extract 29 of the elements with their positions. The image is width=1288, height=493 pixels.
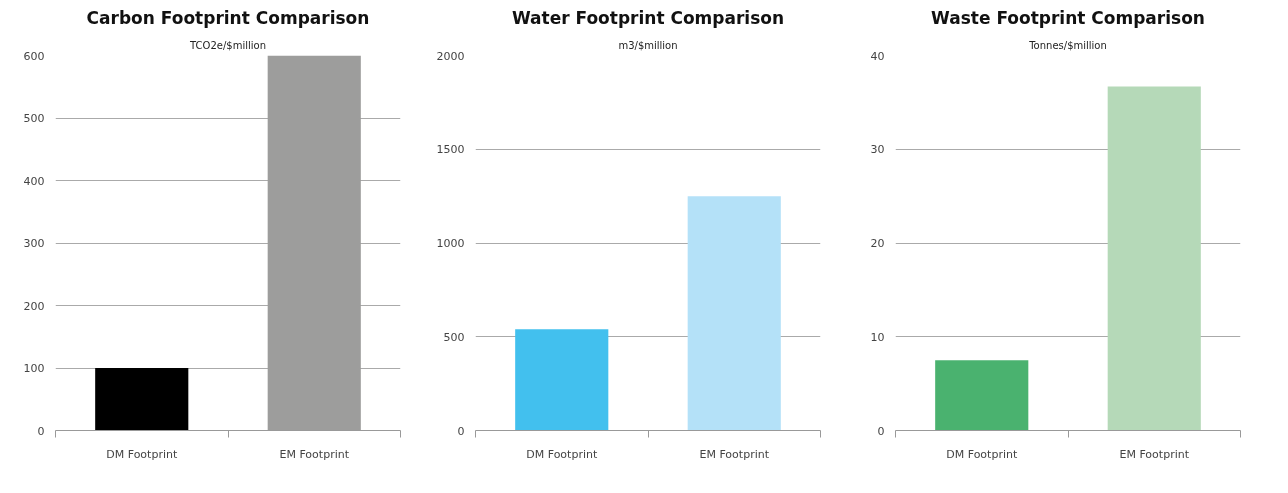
x-tick-label: EM Footprint: [699, 447, 770, 461]
y-tick-label: 0: [457, 424, 465, 438]
y-tick-label: 600: [23, 49, 45, 63]
y-tick-label: 0: [37, 424, 45, 438]
y-tick-label: 500: [23, 112, 45, 125]
x-tick-label: DM Footprint: [946, 447, 1018, 461]
y-tick-label: 500: [443, 330, 465, 344]
chart-subtitle: TCO2e/$million: [189, 39, 266, 51]
chart-title: Carbon Footprint Comparison: [86, 7, 370, 28]
y-tick-label: 400: [23, 174, 45, 188]
x-tick-label: EM Footprint: [279, 447, 350, 461]
x-tick-label: DM Footprint: [526, 447, 598, 461]
y-tick-label: 200: [23, 299, 45, 313]
chart-subtitle: m3/$million: [618, 39, 678, 51]
y-tick-label: 40: [870, 49, 885, 63]
y-tick-label: 30: [870, 143, 885, 157]
y-tick-label: 300: [23, 237, 45, 250]
y-tick-label: 1500: [436, 143, 465, 157]
y-tick-label: 1000: [436, 237, 465, 250]
y-tick-label: 0: [877, 424, 885, 438]
y-tick-label: 2000: [436, 49, 465, 63]
chart-title: Water Footprint Comparison: [511, 7, 785, 28]
x-tick-label: EM Footprint: [1119, 447, 1190, 461]
x-tick-label: DM Footprint: [106, 447, 178, 461]
y-tick-label: 20: [870, 237, 885, 250]
chart-title: Waste Footprint Comparison: [931, 7, 1205, 28]
chart-subtitle: Tonnes/$million: [1028, 39, 1107, 51]
y-tick-label: 100: [23, 362, 45, 375]
y-tick-label: 10: [870, 330, 885, 344]
